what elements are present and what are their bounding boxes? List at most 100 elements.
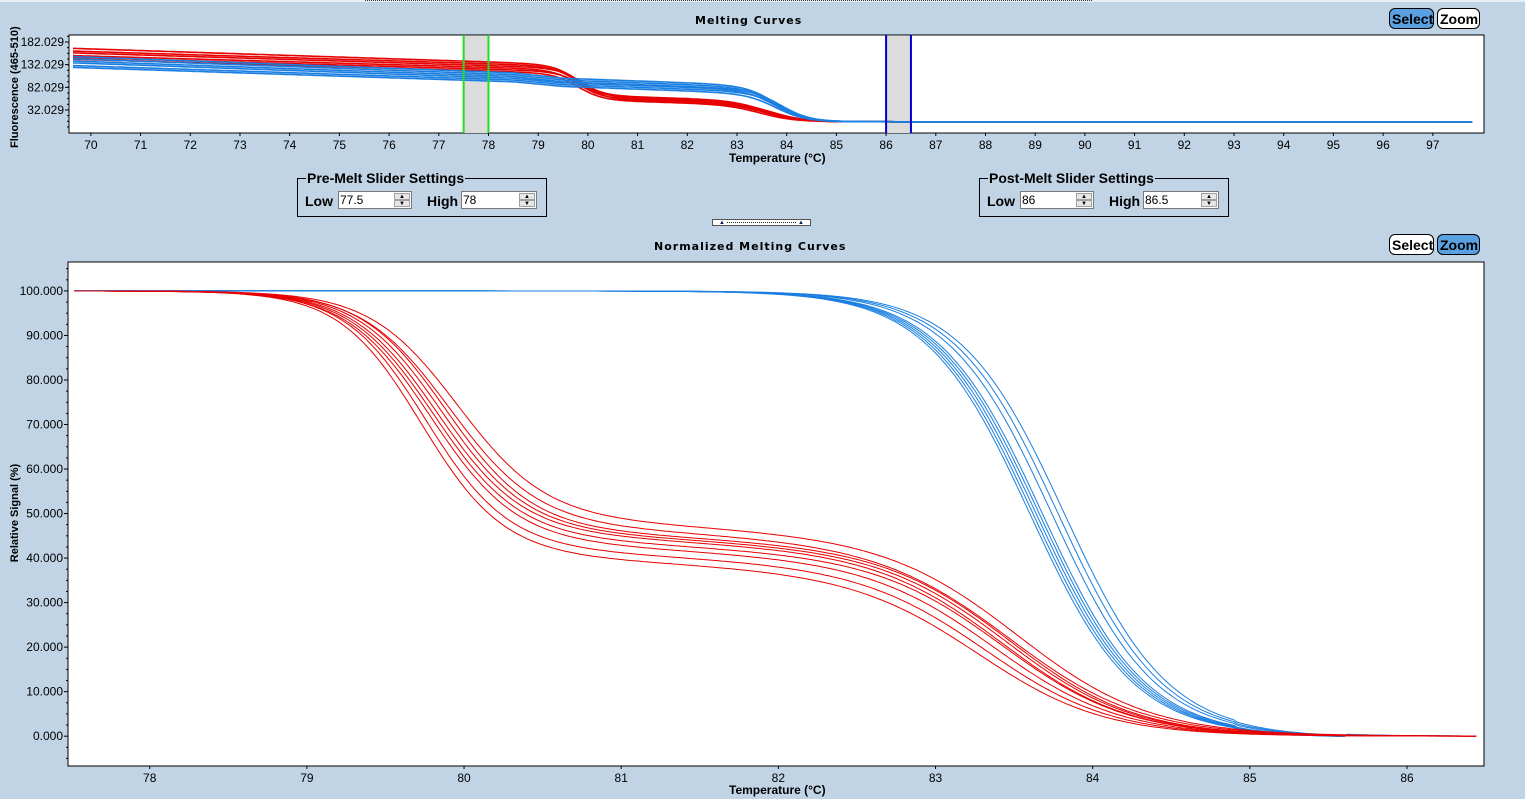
- x-tick-label: 71: [134, 138, 148, 152]
- y-tick-label: 80.000: [26, 373, 63, 387]
- spin-up-icon[interactable]: ▲: [394, 193, 410, 200]
- bottom-x-axis-label: Temperature (°C): [729, 783, 826, 797]
- x-tick-label: 85: [1243, 771, 1257, 785]
- y-tick-label: 32.029: [27, 103, 64, 117]
- x-tick-label: 89: [1029, 138, 1043, 152]
- y-tick-label: 10.000: [26, 685, 63, 699]
- x-tick-label: 95: [1327, 138, 1341, 152]
- post-melt-high-spinner[interactable]: ▲ ▼: [1143, 191, 1219, 209]
- spin-up-icon[interactable]: ▲: [519, 193, 535, 200]
- x-tick-label: 80: [581, 138, 595, 152]
- top-x-axis-label: Temperature (°C): [729, 151, 826, 165]
- y-tick-label: 82.029: [27, 80, 64, 94]
- x-tick-label: 77: [432, 138, 446, 152]
- x-tick-label: 70: [84, 138, 98, 152]
- x-tick-label: 78: [143, 771, 157, 785]
- spin-down-icon[interactable]: ▼: [1201, 200, 1217, 207]
- x-tick-label: 82: [772, 771, 786, 785]
- x-tick-label: 96: [1376, 138, 1390, 152]
- x-tick-label: 83: [929, 771, 943, 785]
- melt-curve-blue-6: [72, 66, 1473, 123]
- bottom-plot-area: [67, 261, 1485, 767]
- top-select-button[interactable]: Select: [1389, 8, 1434, 29]
- y-tick-label: 50.000: [26, 507, 63, 521]
- post-melt-band: [886, 36, 911, 133]
- x-tick-label: 74: [283, 138, 297, 152]
- top-edge-segment: [0, 0, 365, 2]
- x-tick-label: 93: [1227, 138, 1241, 152]
- splitter-up-arrow-icon: ▲: [719, 220, 725, 226]
- pre-melt-legend: Pre-Melt Slider Settings: [306, 170, 466, 186]
- y-tick-label: 90.000: [26, 328, 63, 342]
- y-tick-label: 40.000: [26, 551, 63, 565]
- y-tick-label: 132.029: [21, 58, 65, 72]
- top-edge-segment: [1092, 0, 1525, 2]
- splitter-grip: [727, 222, 796, 223]
- x-tick-label: 84: [780, 138, 794, 152]
- x-tick-label: 79: [300, 771, 314, 785]
- pre-melt-high-input[interactable]: [463, 192, 511, 208]
- y-tick-label: 0.000: [33, 729, 63, 743]
- x-tick-label: 82: [681, 138, 695, 152]
- post-melt-settings-group: Post-Melt Slider Settings Low ▲ ▼ High ▲…: [979, 170, 1229, 217]
- spin-up-icon[interactable]: ▲: [1201, 193, 1217, 200]
- post-melt-high-label: High: [1109, 193, 1141, 209]
- pre-melt-band: [463, 36, 489, 133]
- x-tick-label: 97: [1426, 138, 1440, 152]
- x-tick-label: 78: [482, 138, 496, 152]
- panel-splitter-handle[interactable]: ▲ ▲: [712, 219, 811, 226]
- x-tick-label: 92: [1178, 138, 1192, 152]
- x-tick-label: 90: [1078, 138, 1092, 152]
- post-melt-high-input[interactable]: [1145, 192, 1193, 208]
- pre-melt-settings-group: Pre-Melt Slider Settings Low ▲ ▼ High ▲ …: [297, 170, 547, 217]
- y-tick-label: 182.029: [21, 35, 65, 49]
- post-melt-low-input[interactable]: [1022, 192, 1070, 208]
- x-tick-label: 88: [979, 138, 993, 152]
- pre-melt-low-input[interactable]: [340, 192, 388, 208]
- pre-melt-low-label: Low: [305, 193, 333, 209]
- pre-melt-high-spinner[interactable]: ▲ ▼: [461, 191, 537, 209]
- melting-curves-chart[interactable]: 70 71 72 73 74 75 76 77 78 79 80 81 82 83 84 85 86 87 88 89…: [0, 0, 1525, 170]
- pre-melt-low-spinner[interactable]: ▲ ▼: [338, 191, 412, 209]
- normalized-curves-title: Normalized Melting Curves: [654, 240, 847, 253]
- x-tick-label: 76: [382, 138, 396, 152]
- spin-down-icon[interactable]: ▼: [394, 200, 410, 207]
- y-tick-label: 60.000: [26, 462, 63, 476]
- x-tick-label: 91: [1128, 138, 1142, 152]
- window-top-edge: [0, 0, 1525, 3]
- melting-curves-title: Melting Curves: [695, 14, 803, 27]
- spin-down-icon[interactable]: ▼: [1076, 200, 1092, 207]
- x-tick-label: 79: [532, 138, 546, 152]
- post-melt-low-label: Low: [987, 193, 1015, 209]
- x-tick-label: 80: [457, 771, 471, 785]
- y-tick-label: 30.000: [26, 596, 63, 610]
- x-tick-label: 85: [830, 138, 844, 152]
- y-tick-label: 100.000: [20, 284, 64, 298]
- x-tick-label: 73: [233, 138, 247, 152]
- x-tick-label: 81: [615, 771, 629, 785]
- bottom-select-button[interactable]: Select: [1389, 234, 1434, 255]
- x-tick-label: 75: [333, 138, 347, 152]
- post-melt-low-spinner[interactable]: ▲ ▼: [1020, 191, 1094, 209]
- x-tick-label: 83: [730, 138, 744, 152]
- top-edge-segment: [365, 0, 1092, 2]
- x-tick-label: 86: [879, 138, 893, 152]
- x-tick-label: 94: [1277, 138, 1291, 152]
- normalized-curve-red-n9: [74, 290, 1477, 737]
- x-tick-label: 86: [1400, 771, 1414, 785]
- pre-melt-high-label: High: [427, 193, 459, 209]
- splitter-up-arrow-icon: ▲: [798, 220, 804, 226]
- x-tick-label: 81: [631, 138, 645, 152]
- spin-down-icon[interactable]: ▼: [519, 200, 535, 207]
- y-tick-label: 20.000: [26, 640, 63, 654]
- top-zoom-button[interactable]: Zoom: [1437, 8, 1480, 29]
- normalized-curve-red-n1: [74, 290, 1477, 737]
- x-tick-label: 84: [1086, 771, 1100, 785]
- bottom-zoom-button[interactable]: Zoom: [1437, 234, 1480, 255]
- spin-up-icon[interactable]: ▲: [1076, 193, 1092, 200]
- y-tick-label: 70.000: [26, 418, 63, 432]
- post-melt-legend: Post-Melt Slider Settings: [988, 170, 1155, 186]
- x-tick-label: 72: [184, 138, 198, 152]
- x-tick-label: 87: [929, 138, 943, 152]
